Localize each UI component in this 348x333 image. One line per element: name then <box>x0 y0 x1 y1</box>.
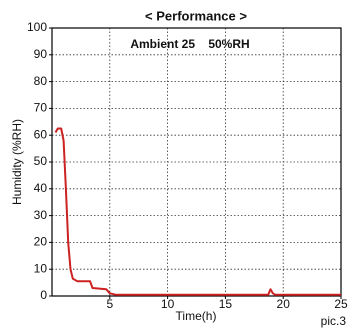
x-tick-label: 10 <box>161 297 175 311</box>
y-tick-label: 10 <box>34 261 48 275</box>
y-tick-label: 30 <box>34 208 48 222</box>
x-tick-label: 25 <box>334 297 348 311</box>
y-tick-label: 40 <box>34 181 48 195</box>
y-tick-label: 100 <box>27 20 47 34</box>
y-tick-label: 0 <box>40 288 47 302</box>
y-tick-label: 20 <box>34 235 48 249</box>
y-tick-label: 50 <box>34 154 48 168</box>
x-tick-label: 5 <box>106 297 113 311</box>
y-tick-label: 80 <box>34 74 48 88</box>
x-tick-label: 15 <box>219 297 233 311</box>
data-line <box>54 127 341 296</box>
y-tick-label: 90 <box>34 47 48 61</box>
caption: pic.3 <box>321 314 347 328</box>
annotation: Ambient 25 50%RH <box>130 37 249 51</box>
x-tick-label: 20 <box>277 297 291 311</box>
x-axis-label: Time(h) <box>176 309 217 323</box>
plot-frame <box>51 27 342 297</box>
chart-title: < Performance > <box>145 8 247 23</box>
y-tick-label: 60 <box>34 127 48 141</box>
y-axis-label: Humidity (%RH) <box>10 119 24 205</box>
y-tick-label: 70 <box>34 101 48 115</box>
